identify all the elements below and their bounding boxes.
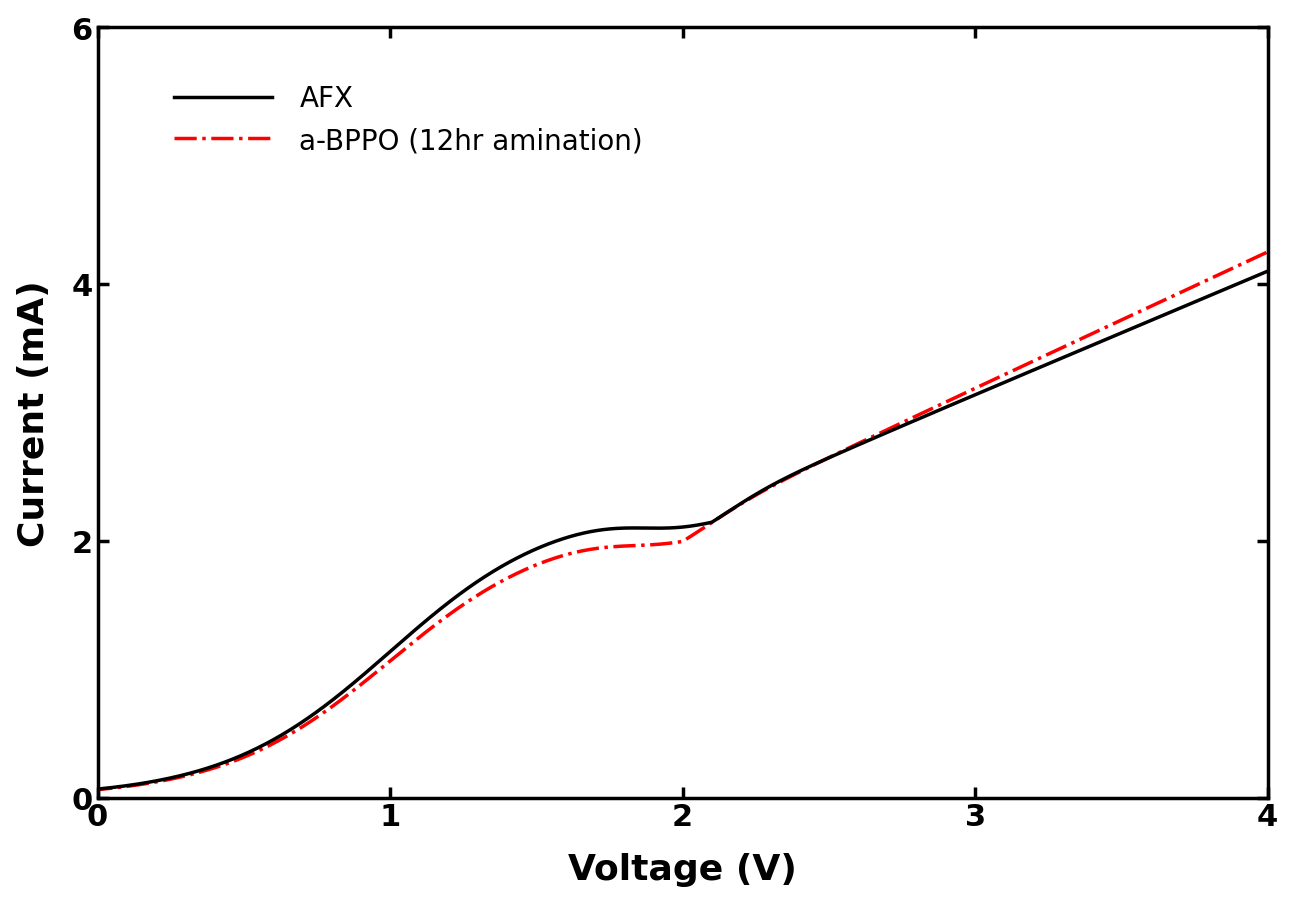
AFX — [89, 792, 105, 803]
a-BPPO (12hr amination) — [1225, 264, 1241, 275]
AFX — [1260, 266, 1276, 277]
a-BPPO (12hr amination) — [659, 538, 675, 549]
Legend: AFX, a-BPPO (12hr amination): AFX, a-BPPO (12hr amination) — [146, 58, 671, 182]
a-BPPO (12hr amination) — [1226, 263, 1242, 274]
a-BPPO (12hr amination) — [628, 541, 644, 552]
AFX — [149, 776, 164, 787]
Line: AFX: AFX — [97, 272, 1268, 797]
AFX — [1011, 371, 1027, 382]
a-BPPO (12hr amination) — [1011, 363, 1027, 374]
AFX — [1225, 281, 1241, 292]
a-BPPO (12hr amination) — [1260, 247, 1276, 258]
Y-axis label: Current (mA): Current (mA) — [17, 280, 51, 546]
AFX — [628, 523, 644, 534]
X-axis label: Voltage (V): Voltage (V) — [569, 852, 798, 887]
Line: a-BPPO (12hr amination): a-BPPO (12hr amination) — [97, 253, 1268, 797]
AFX — [659, 523, 675, 534]
a-BPPO (12hr amination) — [89, 792, 105, 803]
a-BPPO (12hr amination) — [149, 777, 164, 787]
AFX — [1226, 281, 1242, 292]
